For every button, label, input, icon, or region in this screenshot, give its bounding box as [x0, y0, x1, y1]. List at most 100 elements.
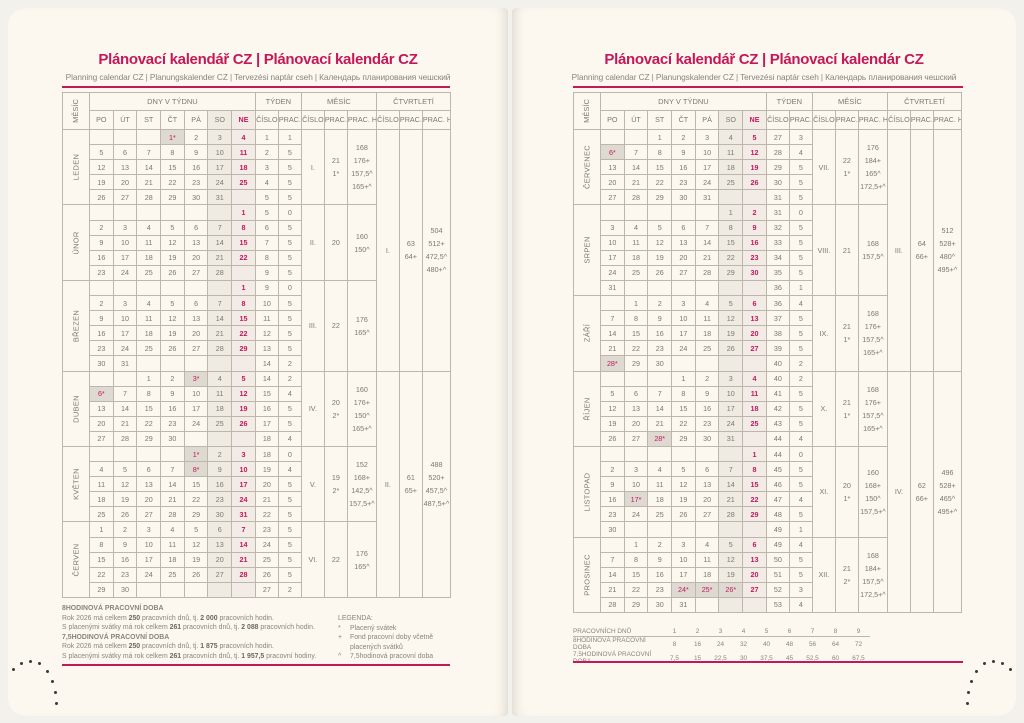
day-cell[interactable]: 30 [160, 430, 185, 447]
day-cell[interactable]: 14 [160, 476, 185, 493]
day-cell[interactable]: 19 [231, 400, 256, 417]
day-cell[interactable]: 24 [207, 174, 233, 191]
day-cell[interactable]: 15 [89, 551, 114, 568]
day-cell[interactable]: 23 [89, 340, 114, 357]
day-cell[interactable]: 11 [89, 476, 114, 493]
day-cell[interactable]: 9 [647, 310, 673, 327]
day-cell[interactable]: 24 [112, 264, 138, 281]
day-cell[interactable]: 10 [207, 144, 233, 161]
day-cell[interactable]: 3 [112, 219, 138, 236]
day-cell[interactable]: 20 [112, 174, 138, 191]
day-cell[interactable]: 16 [112, 551, 138, 568]
day-cell[interactable]: 22 [623, 581, 649, 598]
day-cell[interactable]: 29 [718, 264, 744, 281]
day-cell[interactable]: 8 [160, 144, 185, 161]
day-cell[interactable]: 16 [207, 476, 233, 493]
day-cell[interactable]: 21 [694, 249, 720, 266]
day-cell[interactable]: 6 [136, 461, 162, 478]
day-cell[interactable]: 4 [742, 370, 767, 387]
day-cell[interactable]: 19 [89, 174, 114, 191]
day-cell[interactable]: 22 [623, 340, 649, 357]
day-cell[interactable]: 29 [231, 340, 256, 357]
day-cell[interactable]: 13 [600, 159, 625, 176]
day-cell[interactable]: 5 [160, 295, 185, 312]
day-cell[interactable]: 2 [671, 128, 696, 146]
day-cell[interactable]: 12 [231, 385, 256, 402]
day-cell[interactable]: 3 [600, 219, 625, 236]
day-cell[interactable]: 31 [671, 596, 696, 614]
day-cell[interactable]: 15 [183, 476, 209, 493]
day-cell[interactable]: 26 [183, 566, 209, 583]
day-cell[interactable]: 11 [160, 536, 185, 553]
day-cell[interactable]: 6 [112, 144, 138, 161]
day-cell[interactable]: 22 [671, 415, 696, 432]
day-cell[interactable]: 16 [89, 249, 114, 266]
day-cell[interactable]: 11 [742, 385, 767, 402]
day-cell[interactable]: 4 [89, 461, 114, 478]
day-cell[interactable]: 1 [136, 370, 162, 387]
day-cell[interactable]: 10 [112, 234, 138, 251]
day-cell[interactable]: 26 [231, 415, 256, 432]
day-cell[interactable]: 7 [623, 144, 649, 161]
day-cell[interactable]: 10 [600, 234, 625, 251]
day-cell[interactable]: 20 [742, 325, 767, 342]
day-cell[interactable]: 28 [207, 264, 233, 281]
day-cell[interactable]: 15 [671, 400, 696, 417]
day-cell[interactable]: 30 [207, 506, 233, 523]
holiday-cell[interactable]: 3* [183, 370, 209, 387]
holiday-cell[interactable]: 26* [718, 581, 744, 598]
day-cell[interactable]: 8 [231, 219, 256, 236]
day-cell[interactable]: 13 [183, 234, 209, 251]
day-cell[interactable]: 10 [694, 144, 720, 161]
day-cell[interactable]: 11 [694, 310, 720, 327]
day-cell[interactable]: 4 [136, 219, 162, 236]
day-cell[interactable]: 17 [183, 400, 209, 417]
day-cell[interactable]: 1 [718, 204, 744, 221]
day-cell[interactable]: 13 [207, 536, 233, 553]
day-cell[interactable]: 20 [742, 566, 767, 583]
day-cell[interactable]: 24 [112, 340, 138, 357]
day-cell[interactable]: 8 [623, 551, 649, 568]
day-cell[interactable]: 25 [89, 506, 114, 523]
day-cell[interactable]: 4 [160, 521, 185, 538]
day-cell[interactable]: 20 [207, 551, 233, 568]
holiday-cell[interactable]: 1* [183, 445, 209, 463]
day-cell[interactable]: 18 [647, 491, 673, 508]
day-cell[interactable]: 16 [600, 491, 625, 508]
day-cell[interactable]: 7 [647, 385, 673, 402]
day-cell[interactable]: 13 [694, 476, 720, 493]
day-cell[interactable]: 24 [671, 340, 696, 357]
day-cell[interactable]: 25 [231, 174, 256, 191]
day-cell[interactable]: 18 [231, 159, 256, 176]
day-cell[interactable]: 17 [718, 400, 744, 417]
day-cell[interactable]: 11 [136, 310, 162, 327]
day-cell[interactable]: 28 [231, 566, 256, 583]
day-cell[interactable]: 6 [742, 536, 767, 553]
day-cell[interactable]: 7 [600, 310, 625, 327]
day-cell[interactable]: 4 [718, 128, 744, 146]
day-cell[interactable]: 31 [207, 189, 233, 206]
day-cell[interactable]: 5 [231, 370, 256, 387]
day-cell[interactable]: 15 [623, 566, 649, 583]
holiday-cell[interactable]: 6* [600, 144, 625, 161]
holiday-cell[interactable]: 25* [694, 581, 720, 598]
day-cell[interactable]: 3 [136, 521, 162, 538]
holiday-cell[interactable]: 6* [89, 385, 114, 402]
day-cell[interactable]: 7 [694, 219, 720, 236]
day-cell[interactable]: 15 [742, 476, 767, 493]
day-cell[interactable]: 13 [671, 234, 696, 251]
day-cell[interactable]: 19 [160, 325, 185, 342]
holiday-cell[interactable]: 24* [671, 581, 696, 598]
day-cell[interactable]: 21 [600, 340, 625, 357]
day-cell[interactable]: 10 [671, 310, 696, 327]
day-cell[interactable]: 29 [647, 189, 673, 206]
day-cell[interactable]: 8 [742, 461, 767, 478]
day-cell[interactable]: 15 [718, 234, 744, 251]
day-cell[interactable]: 7 [207, 219, 233, 236]
day-cell[interactable]: 2 [742, 204, 767, 221]
day-cell[interactable]: 16 [647, 325, 673, 342]
day-cell[interactable]: 28 [600, 596, 625, 614]
day-cell[interactable]: 27 [694, 506, 720, 523]
day-cell[interactable]: 27 [136, 506, 162, 523]
day-cell[interactable]: 26 [160, 340, 185, 357]
